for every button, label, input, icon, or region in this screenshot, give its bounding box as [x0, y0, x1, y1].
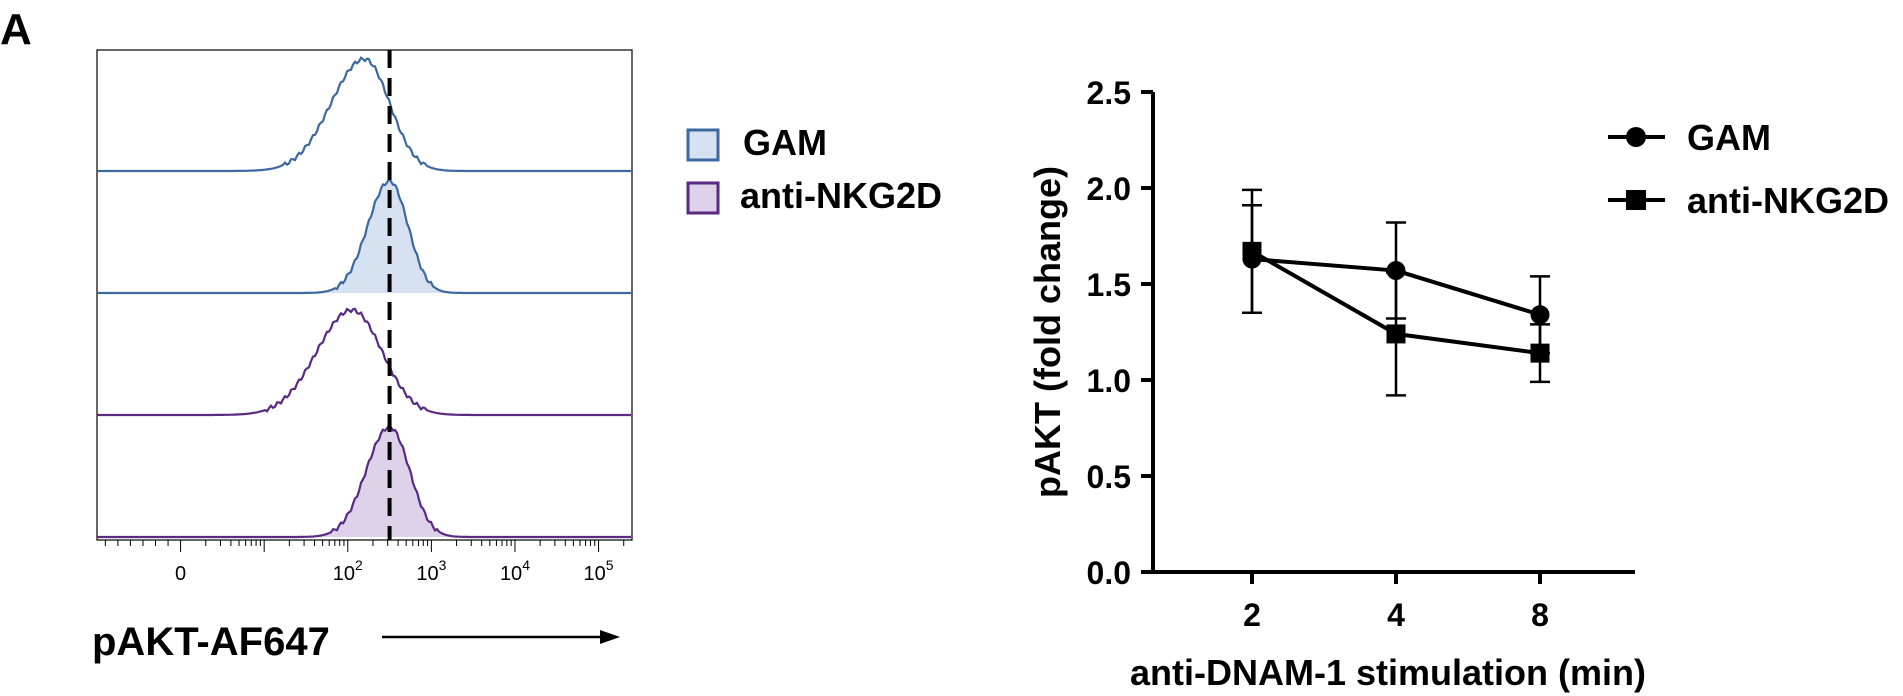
legend-marker-circle: [1626, 127, 1646, 147]
y-tick-label: 1.5: [1087, 267, 1131, 303]
line-chart-legend: GAM anti-NKG2D: [1608, 117, 1889, 221]
data-point-anti-nkg2d: [1242, 241, 1262, 261]
trace-gam-unstimulated: [97, 56, 631, 173]
histogram-panel: 0 102 103 104 105 pAKT-AF647: [92, 49, 633, 664]
trace-anti-nkg2d-stimulated-fill: [97, 425, 632, 537]
y-tick-label: 2.5: [1087, 75, 1131, 111]
y-axis-ticks: 0.0 0.5 1.0 1.5 2.0 2.5: [1087, 75, 1153, 591]
histogram-legend: GAM anti-NKG2D: [686, 122, 942, 216]
y-tick-label: 1.0: [1087, 363, 1131, 399]
histogram-frame: [96, 49, 633, 541]
legend-swatch-gam: [686, 128, 720, 162]
data-point-anti-nkg2d: [1386, 324, 1406, 344]
trace-anti-nkg2d-unstimulated: [97, 307, 631, 417]
histogram-x-ticks: [104, 540, 625, 552]
trace-gam-stimulated-fill: [97, 179, 632, 293]
y-axis-label: pAKT (fold change): [1027, 166, 1068, 498]
histogram-x-tick-labels: 0 102 103 104 105: [175, 557, 614, 585]
legend-label-anti-nkg2d: anti-NKG2D: [740, 175, 942, 216]
x-axis-arrowhead: [600, 630, 620, 644]
x-tick-label: 2: [1243, 597, 1261, 633]
legend-series-gam: GAM: [1687, 117, 1771, 158]
y-tick-label: 0.5: [1087, 459, 1131, 495]
legend-marker-square: [1626, 190, 1646, 210]
x-axis-label: anti-DNAM-1 stimulation (min): [1130, 652, 1646, 693]
y-tick-label: 2.0: [1087, 171, 1131, 207]
data-point-gam: [1530, 305, 1550, 325]
data-point-anti-nkg2d: [1530, 343, 1550, 363]
histogram-x-tick-label: 102: [333, 557, 363, 585]
legend-label-gam: GAM: [743, 122, 827, 163]
legend-swatch-anti-nkg2d: [686, 181, 720, 215]
histogram-x-tick-label: 104: [500, 557, 530, 585]
data-point-gam: [1386, 261, 1406, 281]
legend-series-anti-nkg2d: anti-NKG2D: [1687, 180, 1889, 221]
x-tick-label: 8: [1531, 597, 1549, 633]
histogram-x-tick-label: 105: [584, 557, 614, 585]
series-layer: [1242, 188, 1550, 397]
panel-label: A: [0, 5, 32, 54]
x-tick-label: 4: [1387, 597, 1405, 633]
trace-gam-stimulated: [97, 177, 631, 295]
histogram-traces: [97, 56, 632, 539]
trace-anti-nkg2d-stimulated: [97, 423, 631, 539]
y-tick-label: 0.0: [1087, 555, 1131, 591]
histogram-x-tick-label: 0: [175, 563, 186, 585]
x-axis-ticks: 2 4 8: [1243, 572, 1549, 633]
histogram-x-label: pAKT-AF647: [92, 620, 330, 664]
line-chart: 0.0 0.5 1.0 1.5 2.0 2.5 2 4 8 pAKT (fold change…: [1027, 75, 1646, 693]
histogram-x-tick-label: 103: [416, 557, 446, 585]
